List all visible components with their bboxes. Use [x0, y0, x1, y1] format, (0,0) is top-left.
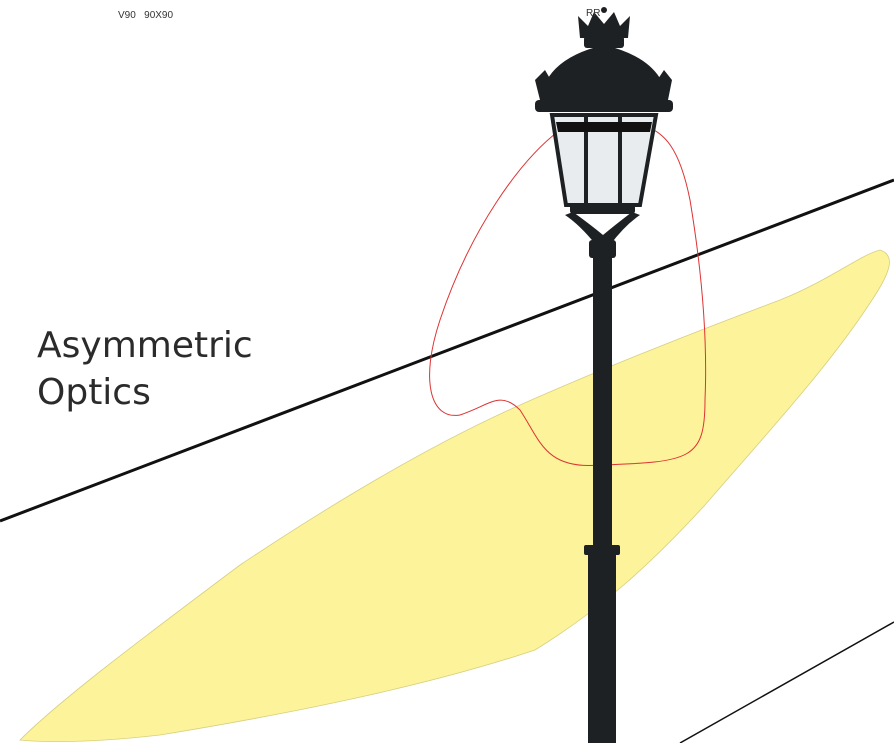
- ground-line: [0, 178, 894, 523]
- code-label: RR: [586, 8, 600, 19]
- lamp-post: [535, 7, 673, 743]
- caption-line: Asymmetric: [37, 325, 253, 366]
- light-beam: [19, 249, 890, 742]
- ground-line: [679, 621, 894, 743]
- caption-line: Optics: [37, 372, 151, 413]
- model-label: V90 90X90: [118, 10, 173, 21]
